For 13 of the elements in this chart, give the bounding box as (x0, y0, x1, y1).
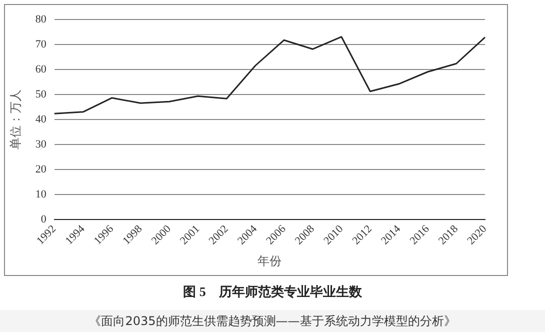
y-tick-label: 30 (35, 138, 47, 151)
y-tick-label: 40 (35, 114, 47, 126)
y-tick-label: 60 (35, 64, 47, 76)
text: 《面向2035的师范生供需趋势预测——基于系统动力学模型的分析》 (0, 310, 545, 332)
y-tick-label: 0 (40, 214, 47, 226)
y-tick-label: 70 (35, 38, 47, 51)
y-tick-label: 80 (35, 13, 47, 26)
y-tick-label: 20 (35, 164, 47, 176)
y-axis-title: 单位：万人 (8, 90, 22, 150)
x-axis-title: 年份 (258, 254, 282, 268)
y-tick-label: 10 (35, 188, 47, 201)
y-tick-label: 50 (35, 88, 47, 101)
text: 图 5 历年师范类专业毕业生数 (182, 283, 363, 301)
